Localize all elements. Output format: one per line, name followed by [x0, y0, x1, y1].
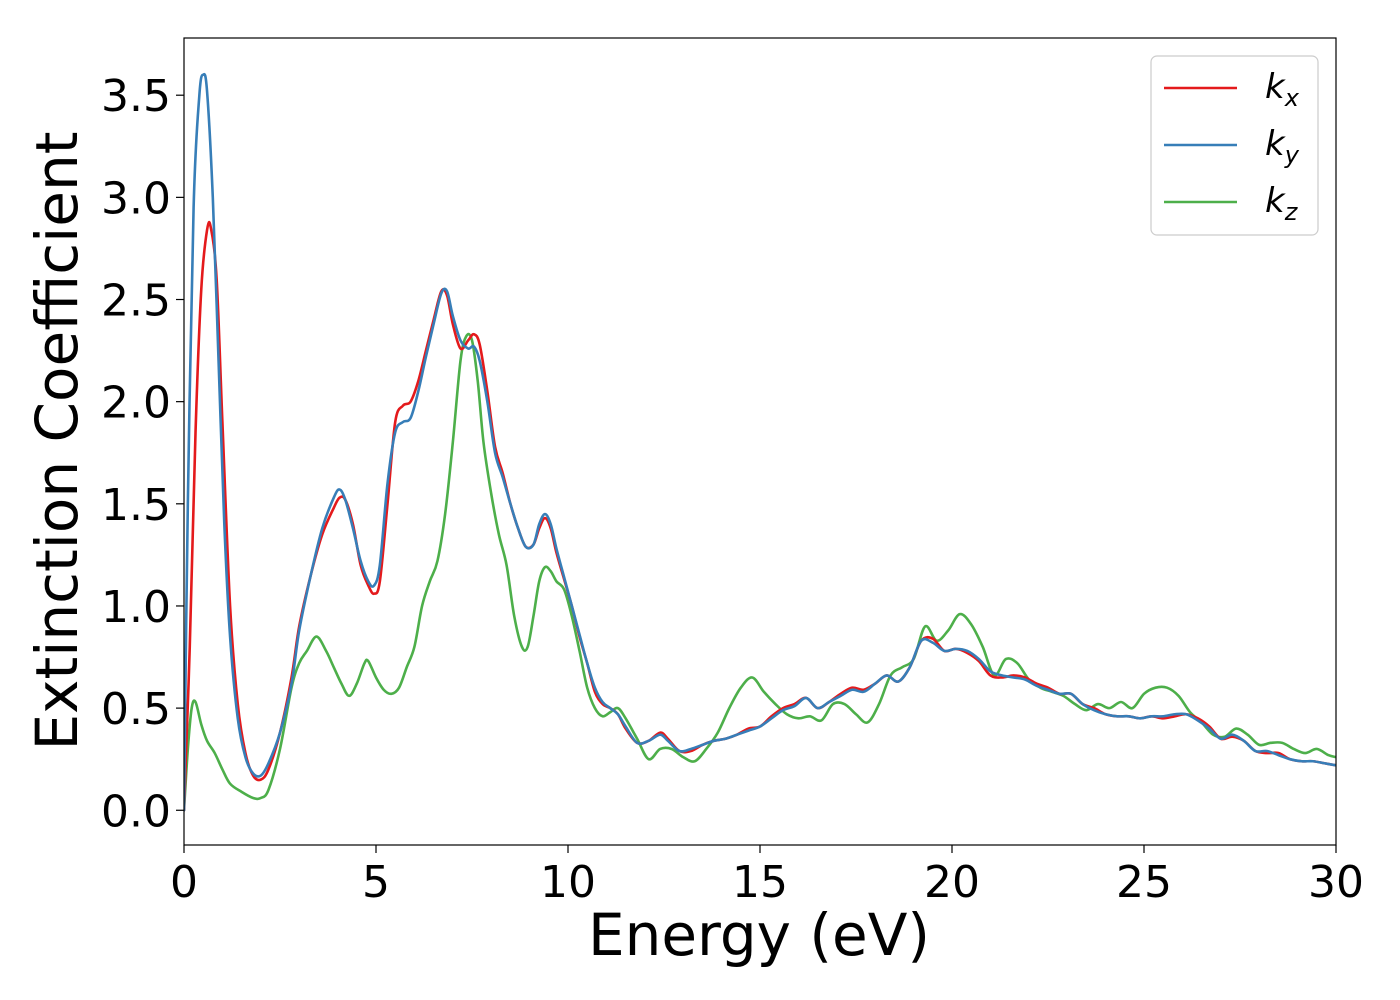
y-tick-label: 1.0: [101, 582, 171, 633]
x-tick-label: 25: [1116, 857, 1172, 908]
y-tick-label: 3.5: [101, 71, 171, 122]
x-tick-label: 30: [1308, 857, 1364, 908]
x-axis-ticks: 0 5 10 15 20 25 30: [170, 845, 1364, 908]
y-axis-label: Extinction Coefficient: [23, 132, 91, 751]
series-line-k-z: [184, 332, 1336, 812]
plot-area: [184, 72, 1336, 812]
y-tick-label: 2.5: [101, 276, 171, 327]
plot-frame: [183, 37, 1337, 846]
legend-label-k-z: kz: [1265, 181, 1299, 226]
legend-label-base: k: [1265, 124, 1286, 164]
x-tick-label: 10: [540, 857, 596, 908]
y-tick-label: 1.5: [101, 480, 171, 531]
series-line-k-y: [184, 72, 1336, 812]
legend-label-subscript: y: [1284, 141, 1300, 169]
y-tick-label: 2.0: [101, 378, 171, 429]
x-tick-label: 20: [924, 857, 980, 908]
x-tick-label: 0: [170, 857, 198, 908]
legend-label-base: k: [1265, 67, 1286, 107]
x-tick-label: 5: [362, 857, 390, 908]
legend-label-k-y: ky: [1265, 124, 1300, 169]
y-axis-ticks: 0.0 0.5 1.0 1.5 2.0 2.5 3.0 3.5: [101, 71, 184, 837]
legend-label-base: k: [1265, 181, 1286, 221]
x-axis-label: Energy (eV): [588, 901, 930, 969]
x-tick-label: 15: [732, 857, 788, 908]
y-tick-label: 0.0: [101, 786, 171, 837]
legend-label-subscript: z: [1284, 198, 1299, 226]
y-tick-label: 0.5: [101, 684, 171, 735]
series-line-k-x: [184, 220, 1336, 812]
legend-label-k-x: kx: [1265, 67, 1300, 112]
legend-label-subscript: x: [1284, 84, 1300, 112]
y-tick-label: 3.0: [101, 173, 171, 224]
